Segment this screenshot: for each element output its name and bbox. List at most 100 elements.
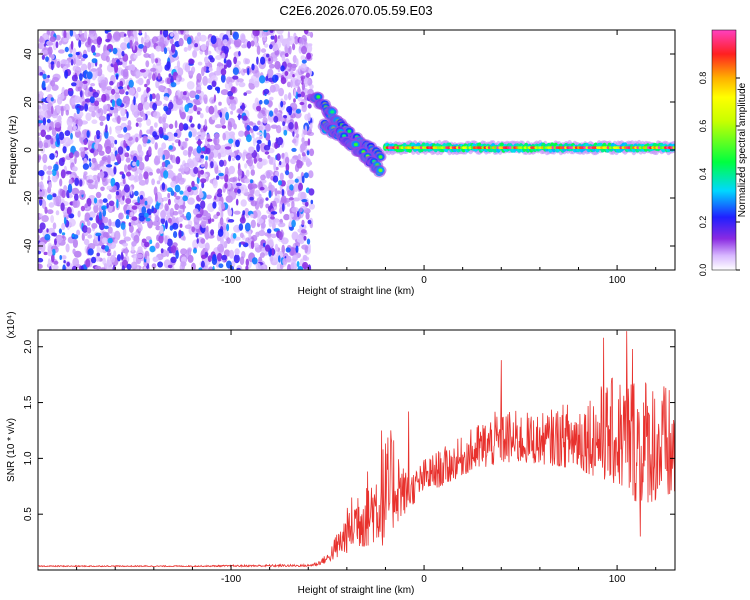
noise-speck xyxy=(83,238,90,246)
noise-speck xyxy=(273,107,279,114)
noise-blob xyxy=(220,68,227,76)
noise-blob xyxy=(300,76,304,86)
noise-speck xyxy=(245,169,250,177)
noise-blob xyxy=(143,171,149,180)
noise-blob xyxy=(248,146,255,154)
noise-blob xyxy=(178,37,184,47)
noise-blob xyxy=(200,163,205,168)
noise-blob xyxy=(260,222,266,229)
noise-blob xyxy=(162,123,169,129)
noise-blob xyxy=(296,58,299,67)
noise-blob xyxy=(53,163,59,172)
snr-y-tick-label: 1.0 xyxy=(23,451,34,465)
noise-blob xyxy=(301,199,308,203)
noise-blob xyxy=(89,96,95,104)
noise-blob xyxy=(283,94,288,101)
noise-speck xyxy=(217,243,225,253)
noise-blob xyxy=(94,265,102,270)
noise-blob xyxy=(230,103,236,111)
noise-blob xyxy=(296,261,300,268)
noise-blob xyxy=(228,138,234,144)
noise-blob xyxy=(120,152,125,162)
noise-blob xyxy=(118,86,124,90)
noise-speck xyxy=(220,209,224,220)
noise-speck xyxy=(60,106,64,117)
noise-blob xyxy=(111,88,116,95)
noise-blob xyxy=(142,135,148,144)
noise-blob xyxy=(243,92,247,96)
noise-blob xyxy=(104,139,111,145)
noise-speck xyxy=(140,36,144,45)
noise-blob xyxy=(157,73,161,80)
noise-speck xyxy=(87,234,93,239)
noise-blob xyxy=(207,85,213,90)
noise-blob xyxy=(100,186,105,192)
noise-blob xyxy=(103,225,109,230)
noise-blob xyxy=(79,80,83,88)
noise-blob xyxy=(58,131,65,141)
noise-speck xyxy=(308,203,315,210)
noise-speck xyxy=(43,142,49,149)
noise-blob xyxy=(121,46,126,51)
noise-speck xyxy=(129,86,134,95)
noise-blob xyxy=(167,164,174,170)
noise-speck xyxy=(136,50,142,56)
noise-blob xyxy=(269,96,274,101)
noise-blob xyxy=(287,62,293,68)
noise-blob xyxy=(101,237,109,244)
noise-blob xyxy=(247,183,254,190)
noise-speck xyxy=(280,237,289,245)
noise-speck xyxy=(288,45,292,55)
noise-blob xyxy=(276,153,281,161)
noise-speck xyxy=(172,210,179,216)
noise-speck xyxy=(42,153,48,164)
noise-speck xyxy=(121,189,126,199)
noise-blob xyxy=(144,212,149,218)
noise-blob xyxy=(284,71,289,76)
noise-blob xyxy=(98,171,105,179)
noise-blob xyxy=(83,30,88,39)
noise-blob xyxy=(106,252,112,257)
noise-blob xyxy=(39,181,44,190)
noise-blob xyxy=(200,178,207,184)
noise-blob xyxy=(287,189,293,197)
noise-blob xyxy=(254,80,260,88)
noise-blob xyxy=(175,250,179,259)
noise-blob xyxy=(62,264,66,270)
noise-blob xyxy=(292,43,296,51)
noise-blob xyxy=(190,123,195,128)
noise-blob xyxy=(279,160,282,166)
noise-blob xyxy=(123,184,130,193)
noise-blob xyxy=(253,157,257,164)
noise-blob xyxy=(56,137,60,146)
noise-speck xyxy=(218,101,222,106)
noise-blob xyxy=(117,146,124,155)
noise-speck xyxy=(120,116,128,122)
noise-blob xyxy=(148,146,152,156)
noise-blob xyxy=(133,54,138,59)
noise-blob xyxy=(221,125,227,129)
noise-blob xyxy=(138,215,145,222)
noise-blob xyxy=(45,56,49,62)
noise-blob xyxy=(297,266,304,270)
noise-speck xyxy=(83,171,88,176)
noise-blob xyxy=(251,183,258,189)
noise-blob xyxy=(111,99,115,108)
noise-speck xyxy=(110,151,114,162)
noise-blob xyxy=(41,103,48,111)
noise-blob xyxy=(141,206,147,215)
noise-blob xyxy=(259,186,265,191)
noise-blob xyxy=(301,45,307,55)
noise-blob xyxy=(82,80,88,85)
noise-blob xyxy=(170,32,174,37)
noise-blob xyxy=(74,95,81,104)
colorbar-tick-label: 0.2 xyxy=(698,216,708,229)
noise-blob xyxy=(191,180,195,188)
noise-blob xyxy=(272,175,279,183)
noise-speck xyxy=(239,256,245,265)
noise-speck xyxy=(150,67,157,72)
noise-speck xyxy=(197,61,203,66)
noise-speck xyxy=(51,84,59,91)
noise-blob xyxy=(297,80,302,84)
noise-speck xyxy=(175,98,184,106)
